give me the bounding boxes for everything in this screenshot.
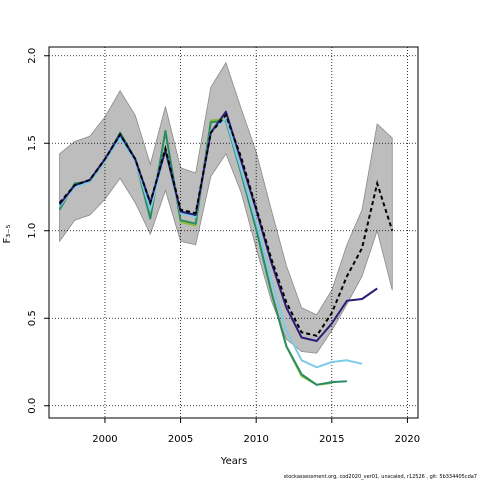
y-tick-label: 0.0 [27,398,38,414]
footer-credit: stockassessment.org, cod2020_ver01, unsc… [284,474,477,480]
y-tick-label: 2.0 [27,48,38,64]
x-tick-label: 2020 [395,434,420,445]
y-axis-label: F₃₋₅ [2,224,13,243]
y-tick-label: 1.5 [27,135,38,151]
plot-frame [48,46,419,419]
confidence-band [59,61,393,354]
series-lines [58,110,394,386]
x-axis: 2000 2005 2010 2015 2020 [92,418,420,445]
x-axis-label: Years [220,456,247,467]
grid [49,47,418,418]
confidence-band-area [59,61,393,354]
y-tick-label: 0.5 [27,310,38,326]
y-tick-label: 1.0 [27,223,38,239]
x-tick-label: 2000 [92,434,117,445]
y-axis: 0.0 0.5 1.0 1.5 2.0 [27,48,49,414]
series-line-main [58,113,394,337]
x-tick-label: 2005 [168,434,193,445]
x-tick-label: 2015 [319,434,344,445]
x-tick-label: 2010 [243,434,268,445]
